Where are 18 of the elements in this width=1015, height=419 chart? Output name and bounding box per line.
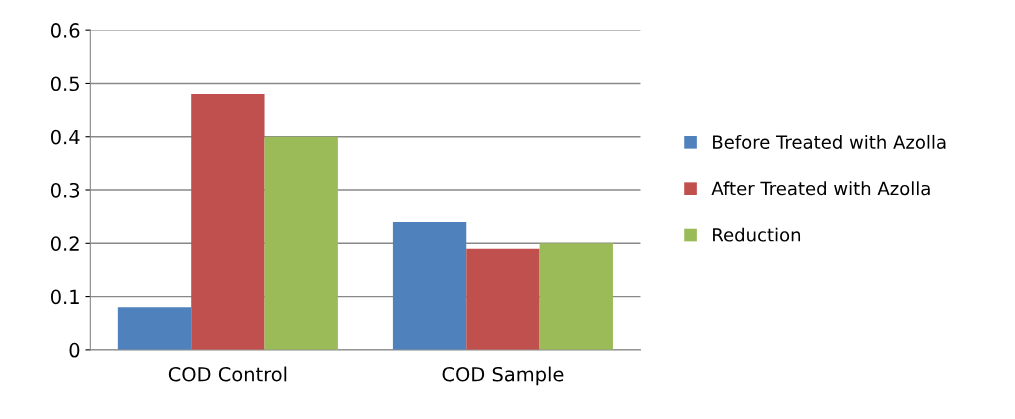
y-tick-label: 0.6 [50, 23, 80, 38]
bar [191, 94, 265, 350]
y-tick-label: 0.2 [50, 236, 79, 251]
bar [264, 136, 338, 350]
x-tick-label: COD Control [168, 366, 287, 382]
y-tick-label: 0.3 [50, 182, 80, 198]
legend-label: Reduction [713, 227, 801, 242]
bar [392, 221, 467, 350]
bar [117, 307, 192, 350]
y-tick-label: 0.5 [50, 76, 79, 92]
legend-label: Before Treated with Azolla [713, 134, 946, 149]
legend-label: After Treated with Azolla [711, 181, 930, 196]
bar [539, 243, 613, 350]
bar [466, 248, 540, 350]
y-tick-label: 0.1 [50, 289, 79, 305]
y-tick-label: 0.4 [50, 129, 80, 145]
x-tick-label: COD Sample [442, 366, 564, 386]
y-tick-label: 0 [69, 342, 80, 358]
